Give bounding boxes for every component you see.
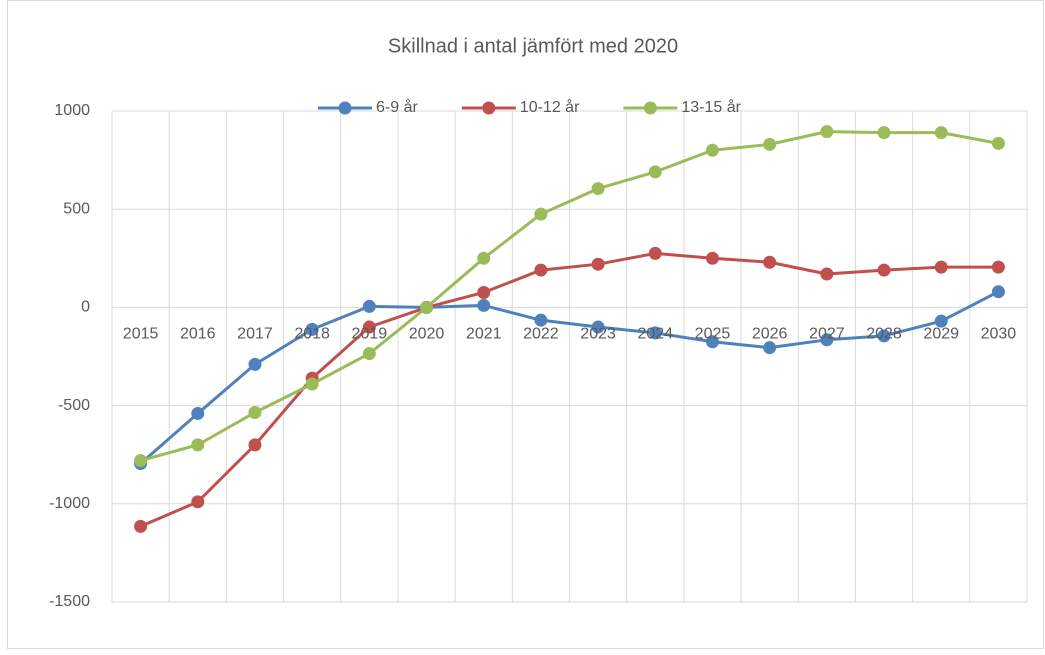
point <box>248 357 262 371</box>
point <box>420 300 434 314</box>
y-tick-label: 0 <box>81 299 90 316</box>
legend-item: 10-12 år <box>461 98 580 116</box>
point <box>991 285 1005 299</box>
grid <box>111 110 1028 603</box>
point <box>191 495 205 509</box>
y-tick-label: -1000 <box>49 495 90 512</box>
point <box>763 255 777 269</box>
point <box>134 519 148 533</box>
legend-item: 6-9 år <box>318 98 418 116</box>
point <box>477 251 491 265</box>
chart-title: Skillnad i antal jämfört med 2020 <box>388 35 678 57</box>
point <box>362 299 376 313</box>
chart-frame <box>7 0 1044 649</box>
x-tick-label: 2019 <box>352 326 388 343</box>
lines <box>134 125 1005 533</box>
point <box>877 263 891 277</box>
point <box>705 335 719 349</box>
point <box>248 405 262 419</box>
point <box>820 125 834 139</box>
x-tick-label: 2030 <box>981 326 1017 343</box>
point <box>877 329 891 343</box>
x-tick-label: 2021 <box>466 326 502 343</box>
x-tick-label: 2029 <box>923 326 959 343</box>
point <box>648 326 662 340</box>
y-tick-label: -500 <box>58 397 90 414</box>
x-tick-label: 2015 <box>123 326 159 343</box>
point <box>305 377 319 391</box>
x-tick-label: 2027 <box>809 326 845 343</box>
legend-item: 13-15 år <box>623 98 742 116</box>
legend-marker <box>482 101 496 115</box>
series-line <box>140 251 999 528</box>
point <box>534 207 548 221</box>
point <box>248 438 262 452</box>
point <box>648 165 662 179</box>
point <box>191 438 205 452</box>
point <box>820 267 834 281</box>
x-tick-label: 2022 <box>523 326 559 343</box>
series-line <box>139 290 1000 465</box>
point <box>591 320 605 334</box>
point <box>934 126 948 140</box>
point <box>134 454 148 468</box>
point <box>362 347 376 361</box>
point <box>991 260 1005 274</box>
x-tick-label: 2026 <box>752 326 788 343</box>
x-tick-label: 2024 <box>637 326 673 343</box>
x-tick-label: 2020 <box>409 326 445 343</box>
point <box>591 182 605 196</box>
point <box>877 126 891 140</box>
x-tick-label: 2016 <box>180 326 216 343</box>
point <box>477 285 491 299</box>
x-tick-label: 2028 <box>866 326 902 343</box>
point <box>591 257 605 271</box>
point <box>763 341 777 355</box>
point <box>934 260 948 274</box>
point <box>705 143 719 157</box>
point <box>991 136 1005 150</box>
point <box>705 251 719 265</box>
x-tick-label: 2025 <box>695 326 731 343</box>
legend-marker <box>338 101 352 115</box>
x-tick-label: 2018 <box>294 326 330 343</box>
y-tick-label: 500 <box>63 200 90 217</box>
legend-marker <box>643 101 657 115</box>
y-tick-label: 1000 <box>54 102 90 119</box>
point <box>477 298 491 312</box>
x-tick-label: 2017 <box>237 326 273 343</box>
legend-label: 10-12 år <box>520 98 580 116</box>
x-tick-label: 2023 <box>580 326 616 343</box>
point <box>648 246 662 260</box>
point <box>534 313 548 327</box>
point <box>191 406 205 420</box>
legend-label: 13-15 år <box>681 98 741 116</box>
point <box>820 333 834 347</box>
legend-label: 6-9 år <box>376 98 418 116</box>
point <box>763 137 777 151</box>
point <box>305 322 319 336</box>
point <box>362 320 376 334</box>
series-line <box>140 130 999 463</box>
point <box>934 314 948 328</box>
point <box>534 263 548 277</box>
legend: 6-9 år 10-12 år 13-15 år <box>318 98 742 116</box>
y-tick-label: -1500 <box>49 593 90 610</box>
